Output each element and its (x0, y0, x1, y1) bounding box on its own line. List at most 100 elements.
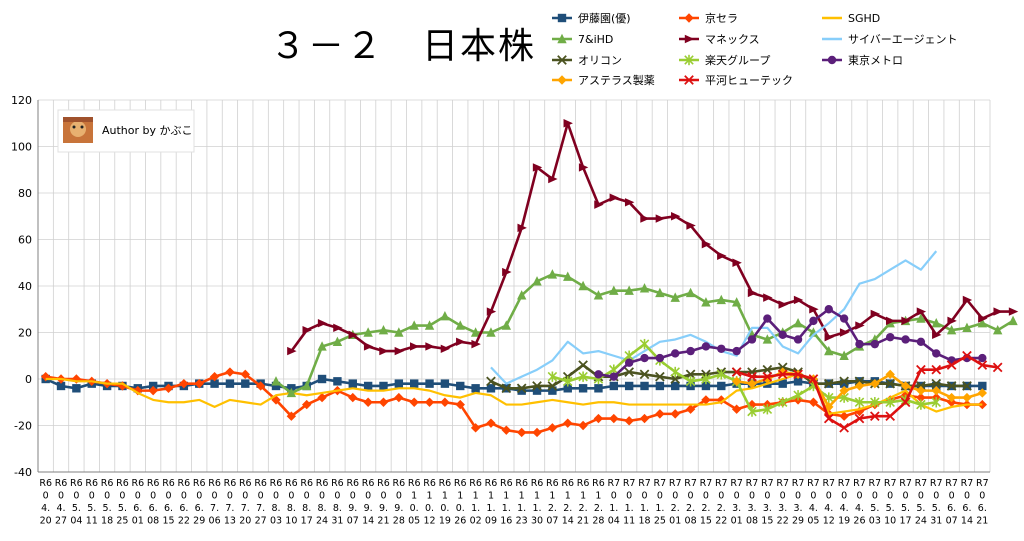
x-tick-label: R6 (178, 478, 191, 489)
data-point (486, 327, 496, 337)
data-point (363, 342, 374, 351)
x-tick-label: 9. (379, 503, 388, 514)
x-tick-label: R6 (193, 478, 206, 489)
data-point (762, 334, 773, 344)
x-tick-label: 10 (884, 516, 896, 527)
data-point (916, 313, 926, 323)
series-10 (731, 350, 1003, 433)
data-point (685, 404, 696, 414)
data-point (486, 307, 497, 316)
data-point (855, 339, 864, 349)
data-point (409, 320, 419, 330)
data-point (609, 285, 619, 295)
data-point (516, 290, 527, 300)
data-point (639, 413, 650, 424)
x-tick-label: 0 (918, 491, 924, 502)
legend-label: 京セラ (705, 11, 738, 25)
data-point (671, 212, 681, 221)
x-tick-label: 0 (150, 491, 156, 502)
data-point (824, 345, 834, 356)
x-tick-label: 0 (181, 491, 187, 502)
x-tick-label: R6 (577, 478, 590, 489)
x-tick-label: 5. (901, 503, 910, 514)
data-point (747, 288, 758, 298)
x-tick-label: 18 (101, 516, 113, 527)
x-tick-label: 1 (457, 491, 463, 502)
data-point (516, 427, 527, 438)
x-tick-label: 1 (442, 491, 448, 502)
series-4 (287, 119, 1019, 356)
x-tick-label: 19 (838, 516, 850, 527)
x-tick-label: 0 (304, 491, 310, 502)
data-point (823, 413, 834, 424)
x-tick-label: 0 (89, 491, 95, 502)
axes: -40-20020406080100120R604.20R604.27R605.… (11, 94, 990, 527)
x-tick-label: 6. (179, 503, 188, 514)
x-tick-label: 7. (241, 503, 250, 514)
x-tick-label: 04 (70, 516, 82, 527)
data-point (671, 381, 680, 391)
x-tick-label: 13 (224, 516, 236, 527)
x-tick-label: 04 (608, 516, 620, 527)
data-point (839, 411, 849, 421)
data-point (854, 413, 865, 424)
data-point (409, 379, 419, 388)
x-tick-label: 1 (427, 491, 433, 502)
data-point (56, 381, 66, 391)
x-tick-label: 0 (104, 491, 110, 502)
x-tick-label: 6. (195, 503, 204, 514)
data-point (824, 332, 834, 342)
x-tick-label: 0 (611, 491, 617, 502)
legend-marker (557, 55, 567, 65)
data-point (594, 370, 603, 379)
x-tick-label: 6. (133, 503, 142, 514)
data-point (363, 327, 373, 337)
data-point (777, 397, 788, 408)
x-tick-label: 1. (609, 503, 618, 514)
data-point (578, 360, 588, 370)
x-tick-label: 08 (685, 516, 697, 527)
legend-label: マネックス (705, 33, 760, 46)
legend-marker (827, 55, 837, 65)
data-point (793, 390, 803, 401)
x-tick-label: R7 (884, 478, 897, 489)
x-tick-label: R6 (224, 478, 237, 489)
x-tick-label: R7 (607, 478, 620, 489)
data-point (640, 381, 649, 391)
legend-item: SGHD (822, 12, 880, 25)
data-point (501, 383, 512, 394)
data-point (977, 388, 988, 398)
data-point (931, 397, 942, 408)
x-tick-label: R7 (761, 478, 774, 489)
data-point (717, 251, 727, 260)
data-point (486, 418, 496, 428)
data-point (547, 423, 558, 433)
data-point (793, 318, 803, 328)
x-tick-label: 1. (517, 503, 526, 514)
x-tick-label: 5. (932, 503, 941, 514)
x-tick-label: R7 (915, 478, 928, 489)
legend-item: アステラス製薬 (552, 73, 655, 87)
data-point (148, 385, 158, 396)
data-point (962, 392, 972, 403)
x-tick-label: R7 (730, 478, 743, 489)
data-point (731, 297, 742, 307)
x-tick-label: 0. (425, 503, 434, 514)
series-3 (271, 269, 1018, 398)
legend-label: オリコン (578, 54, 622, 67)
data-point (885, 378, 896, 389)
data-point (456, 337, 466, 346)
data-point (440, 379, 450, 388)
x-tick-label: 03 (270, 516, 282, 527)
data-point (640, 214, 650, 223)
data-point (701, 373, 711, 385)
x-tick-label: R6 (208, 478, 221, 489)
legend-item: 東京メトロ (822, 53, 903, 67)
x-tick-label: R6 (454, 478, 467, 489)
data-point (916, 364, 926, 375)
x-tick-label: 0 (964, 491, 970, 502)
data-point (609, 413, 619, 424)
x-tick-label: 19 (439, 516, 451, 527)
x-tick-label: 26 (853, 516, 865, 527)
data-point (302, 380, 312, 391)
